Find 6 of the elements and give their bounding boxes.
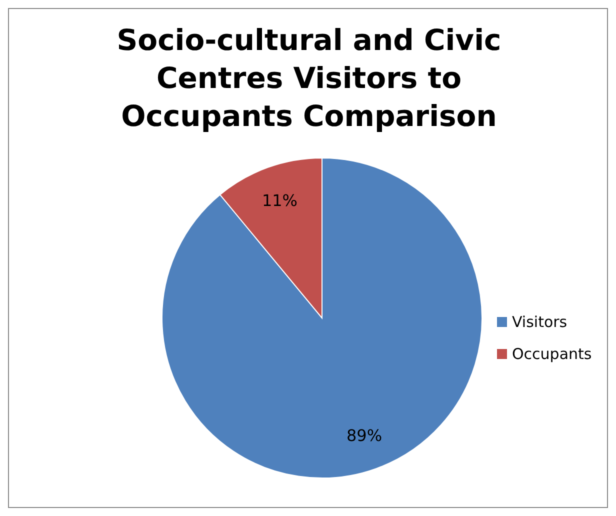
data-label: 89% (346, 426, 382, 445)
data-label: 11% (262, 191, 298, 210)
pie-slice (162, 158, 482, 478)
legend-label: Visitors (512, 313, 568, 331)
legend-label: Occupants (512, 345, 592, 363)
chart-title: Socio-cultural and Civic Centres Visitors to Occupants Comparison (116, 22, 502, 135)
